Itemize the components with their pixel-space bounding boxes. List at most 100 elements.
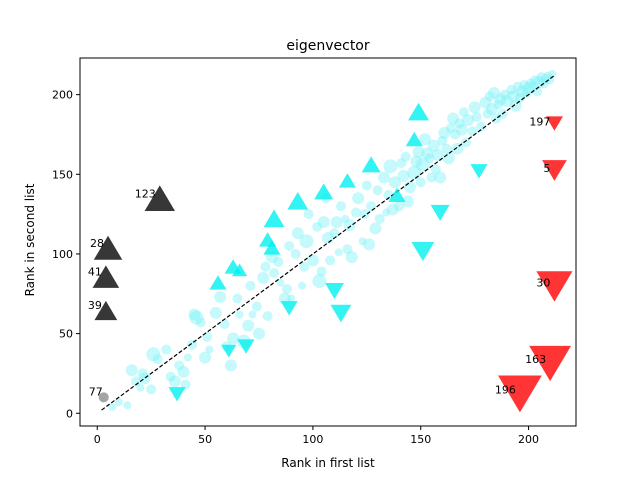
highlight-down-triangle xyxy=(545,116,563,131)
data-point-bubble xyxy=(137,368,148,379)
data-point-bubble xyxy=(177,365,190,378)
data-point-bubble xyxy=(401,195,414,208)
data-point-bubble xyxy=(479,96,492,109)
highlight-up-triangle xyxy=(93,235,123,260)
data-point-bubble xyxy=(434,171,447,184)
data-point-bubble xyxy=(282,283,293,294)
data-point-bubble xyxy=(493,99,504,110)
data-point-bubble xyxy=(382,208,391,217)
data-point-bubble xyxy=(232,293,243,304)
data-point-bubble xyxy=(290,248,301,259)
data-point-down-triangle xyxy=(280,301,298,316)
data-point-bubble xyxy=(488,87,501,100)
data-point-bubble xyxy=(516,85,529,98)
data-point-bubble xyxy=(437,135,448,146)
y-tick-label: 200 xyxy=(52,89,73,102)
highlight-down-triangle xyxy=(529,345,572,382)
data-point-bubble xyxy=(522,82,535,95)
data-point-bubble xyxy=(224,359,237,372)
data-point-bubble xyxy=(205,345,214,354)
data-point-bubble xyxy=(424,153,435,164)
data-point-bubble xyxy=(394,201,405,212)
data-point-bubble xyxy=(530,75,541,86)
data-point-bubble xyxy=(426,172,437,183)
data-point-bubble xyxy=(351,207,362,218)
data-point-bubble xyxy=(257,271,270,284)
data-point-bubble xyxy=(299,234,314,249)
data-point-down-triangle xyxy=(430,204,450,221)
data-point-bubble xyxy=(125,364,138,377)
data-point-bubble xyxy=(500,95,513,108)
data-point-bubble xyxy=(484,91,495,102)
data-point-bubble xyxy=(548,69,557,78)
y-tick-label: 150 xyxy=(52,168,73,181)
data-point-bubble xyxy=(248,310,257,319)
x-tick-label: 0 xyxy=(94,433,101,446)
data-point-up-triangle xyxy=(408,102,430,121)
data-point-bubble xyxy=(369,222,382,235)
data-point-bubble xyxy=(412,145,425,158)
data-point-bubble xyxy=(374,213,385,224)
data-point-bubble xyxy=(362,238,375,251)
x-tick-label: 50 xyxy=(198,433,212,446)
data-point-down-triangle xyxy=(168,387,186,402)
data-point-bubble xyxy=(461,137,472,148)
highlight-down-triangle xyxy=(536,271,573,302)
small-grey-point xyxy=(98,392,109,403)
data-point-bubble xyxy=(386,203,399,216)
point-label: 77 xyxy=(89,385,103,398)
data-point-bubble xyxy=(397,169,410,182)
data-point-bubble xyxy=(251,301,262,312)
data-point-bubble xyxy=(546,76,555,85)
data-point-bubble xyxy=(521,88,532,99)
data-point-bubble xyxy=(494,93,507,106)
data-point-bubble xyxy=(202,331,213,342)
data-point-bubble xyxy=(131,376,142,387)
data-point-bubble xyxy=(174,360,185,371)
data-point-bubble xyxy=(400,151,411,162)
data-point-up-triangle xyxy=(231,263,248,277)
data-point-bubble xyxy=(361,180,372,191)
data-point-bubble xyxy=(341,214,350,223)
data-point-up-triangle xyxy=(361,156,381,173)
data-point-bubble xyxy=(445,123,456,134)
point-label: 123 xyxy=(135,187,156,200)
data-point-bubble xyxy=(421,147,434,160)
data-point-bubble xyxy=(284,240,295,251)
point-label: 39 xyxy=(88,299,102,312)
data-point-bubble xyxy=(334,248,343,257)
data-point-bubble xyxy=(536,72,547,83)
y-tick-label: 0 xyxy=(66,407,73,420)
data-point-bubble xyxy=(146,347,161,362)
data-point-bubble xyxy=(299,261,310,272)
data-point-bubble xyxy=(415,157,430,172)
data-point-bubble xyxy=(262,311,273,322)
data-point-bubble xyxy=(291,227,304,240)
data-point-down-triangle xyxy=(237,339,255,354)
data-point-bubble xyxy=(161,344,172,355)
data-point-bubble xyxy=(195,317,206,328)
highlight-down-triangle xyxy=(542,160,567,181)
data-point-bubble xyxy=(507,90,520,103)
y-axis-label: Rank in second list xyxy=(23,183,37,296)
point-label: 30 xyxy=(536,277,550,290)
data-point-up-triangle xyxy=(263,240,281,255)
data-point-bubble xyxy=(455,123,468,136)
highlight-up-triangle xyxy=(94,300,118,321)
data-point-bubble xyxy=(358,237,367,246)
data-point-bubble xyxy=(136,383,145,392)
data-point-bubble xyxy=(430,164,441,175)
data-point-bubble xyxy=(180,379,191,390)
data-point-bubble xyxy=(352,192,365,205)
data-point-down-triangle xyxy=(470,164,488,179)
data-point-bubble xyxy=(252,327,265,340)
data-point-bubble xyxy=(245,280,256,291)
data-point-bubble xyxy=(316,266,327,277)
highlight-up-triangle xyxy=(92,265,120,288)
data-point-up-triangle xyxy=(209,275,227,290)
highlight-down-triangle xyxy=(498,375,542,413)
data-point-bubble xyxy=(187,339,198,350)
data-point-bubble xyxy=(330,216,343,229)
data-point-up-triangle xyxy=(405,131,423,147)
